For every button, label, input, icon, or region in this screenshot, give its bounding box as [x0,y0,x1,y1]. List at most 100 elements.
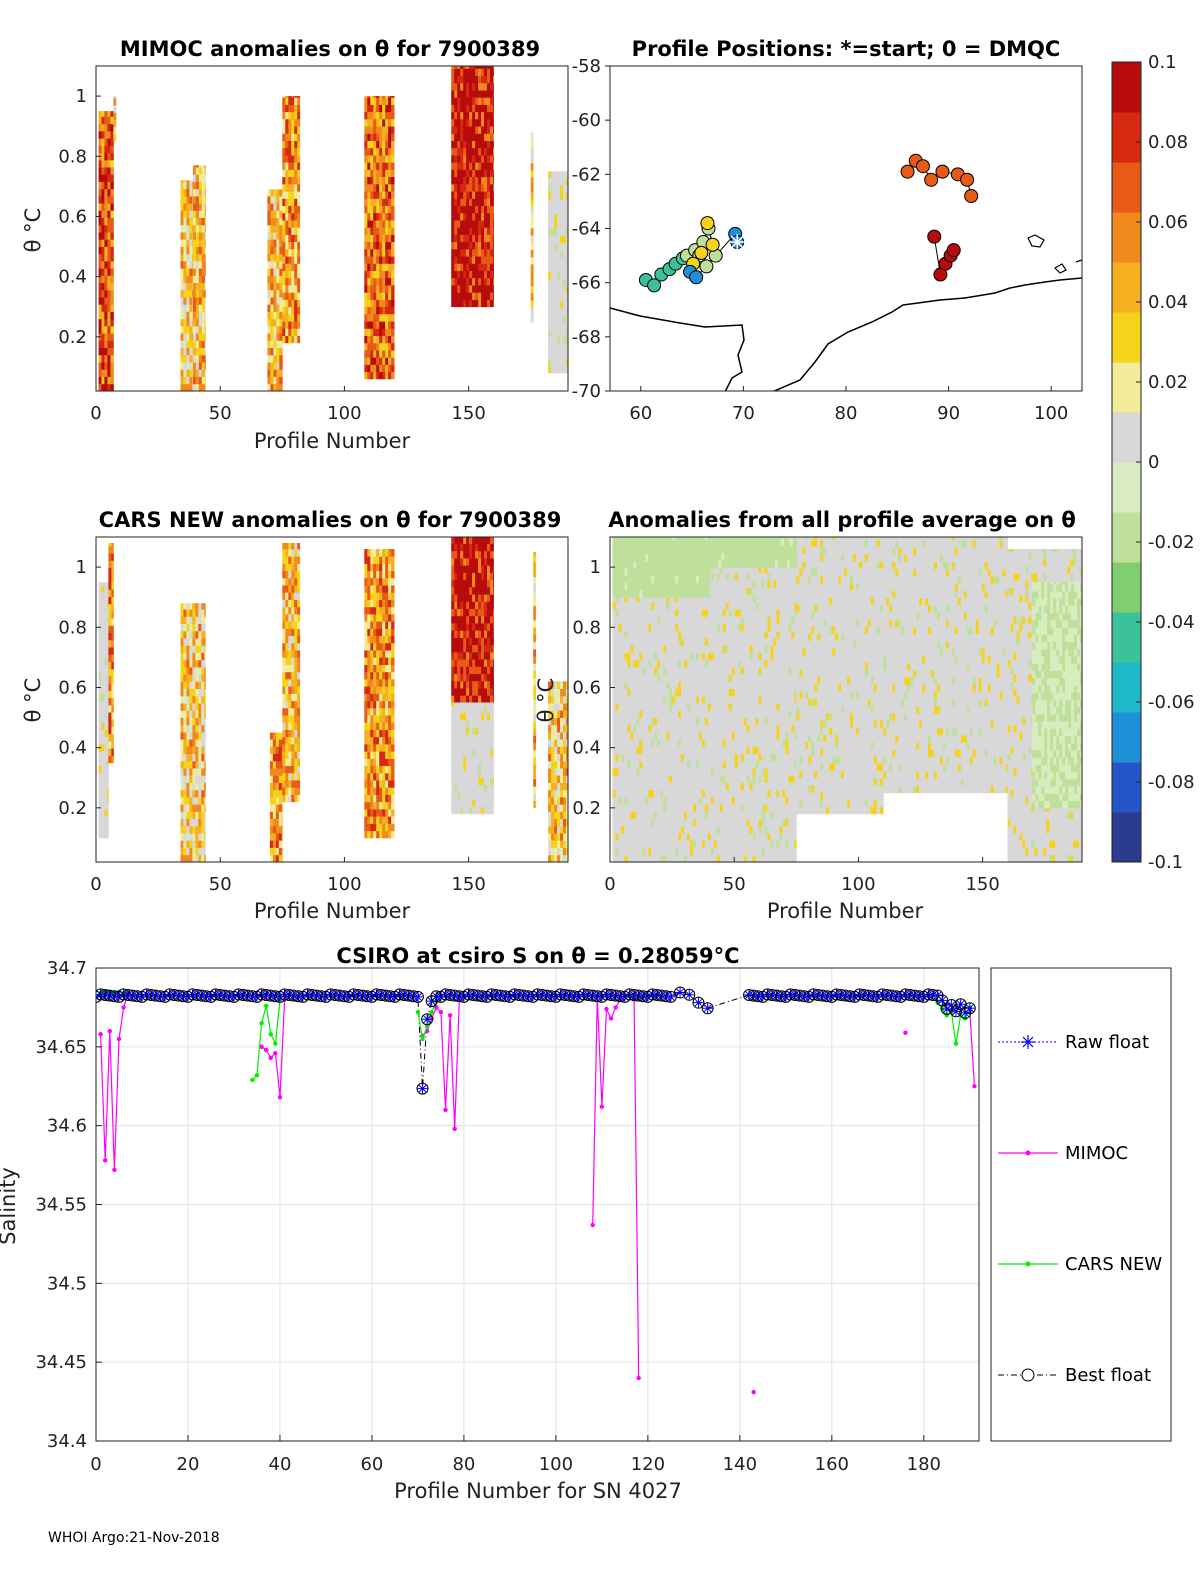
anomaly-cell [451,147,455,156]
anomaly-cell [373,292,377,300]
anomaly-cell [104,592,108,600]
anomaly-cell [294,556,298,564]
anomaly-cell [364,285,368,293]
anomaly-cell [382,679,386,687]
anomaly-cell [282,162,286,170]
anomaly-cell [198,376,203,385]
anomaly-cell [288,765,292,774]
anomaly-cell [198,239,203,247]
anomaly-cell [469,111,473,120]
anomaly-cell [475,644,479,653]
anomaly-cell [621,674,625,682]
anomaly-cell [291,679,295,687]
anomaly-cell [663,652,667,661]
anomaly-cell [481,695,485,703]
anomaly-cell [557,760,561,769]
anomaly-cell [192,340,197,348]
anomaly-cell [104,123,108,132]
anomaly-cell [548,300,552,309]
anomaly-cell [98,823,102,832]
anomaly-cell [642,847,646,856]
anomaly-cell [367,671,371,680]
anomaly-cell [463,720,467,728]
anomaly-cell [101,823,105,832]
anomaly-cell [388,722,392,730]
anomaly-cell [481,270,485,279]
anomaly-cell [463,126,467,134]
anomaly-cell [108,690,112,699]
anomaly-cell [493,111,494,120]
anomaly-cell [651,688,655,697]
anomaly-cell [107,780,109,788]
anomaly-cell [621,724,625,733]
anomaly-cell [297,140,301,149]
anomaly-cell [391,657,395,665]
anomaly-cell [111,611,114,619]
anomaly-cell [108,546,112,554]
anomaly-cell [472,666,476,674]
anomaly-cell [370,765,374,774]
anomaly-cell [382,111,386,120]
anomaly-cell [651,746,655,754]
anomaly-cell [451,763,455,771]
anomaly-cell [533,764,537,773]
anomaly-cell [373,693,377,702]
anomaly-cell [285,104,289,113]
anomaly-cell [376,801,380,810]
anomaly-cell [618,825,622,834]
anomaly-cell [364,772,368,781]
anomaly-cell [186,196,190,204]
anomaly-cell [192,347,197,356]
anomaly-cell [630,782,634,791]
anomaly-cell [198,616,202,624]
anomaly-cell [451,727,455,735]
anomaly-cell [566,833,568,841]
anomaly-cell [484,748,488,757]
anomaly-cell [533,634,537,643]
anomaly-cell [195,638,199,646]
anomaly-cell [466,587,470,595]
anomaly-cell [651,833,655,841]
anomaly-cell [457,270,461,279]
anomaly-cell [460,191,464,199]
anomaly-cell [621,854,625,862]
anomaly-cell [487,169,491,178]
anomaly-cell [388,772,392,781]
anomaly-cell [660,594,664,603]
anomaly-cell [195,847,199,856]
anomaly-cell [101,671,105,680]
anomaly-cell [192,188,194,197]
anomaly-cell [475,256,479,264]
anomaly-cell [627,847,631,856]
anomaly-cell [633,630,637,639]
anomaly-cell [484,155,488,163]
anomaly-cell [554,329,558,338]
anomaly-cell [493,756,494,764]
anomaly-cell [195,854,199,862]
anomaly-cell [466,637,470,646]
anomaly-cell [666,703,670,711]
anomaly-cell [291,729,295,738]
anomaly-cell [484,68,488,76]
anomaly-cell [530,285,534,294]
anomaly-cell [107,326,111,334]
anomaly-cell [373,744,377,752]
anomaly-cell [481,756,485,764]
anomaly-cell [364,744,368,752]
anomaly-cell [279,311,283,320]
anomaly-cell [566,724,568,733]
anomaly-cell [198,674,202,682]
anomaly-cell [642,681,646,689]
anomaly-cell [457,806,461,815]
anomaly-cell [370,97,374,105]
anomaly-cell [478,263,482,271]
anomaly-cell [654,667,658,675]
anomaly-cell [391,198,395,206]
anomaly-cell [291,191,295,199]
anomaly-cell [370,621,374,629]
anomaly-cell [666,840,670,848]
anomaly-cell [472,615,476,624]
anomaly-cell [364,97,368,105]
anomaly-cell [466,630,470,638]
anomaly-cell [297,335,301,344]
